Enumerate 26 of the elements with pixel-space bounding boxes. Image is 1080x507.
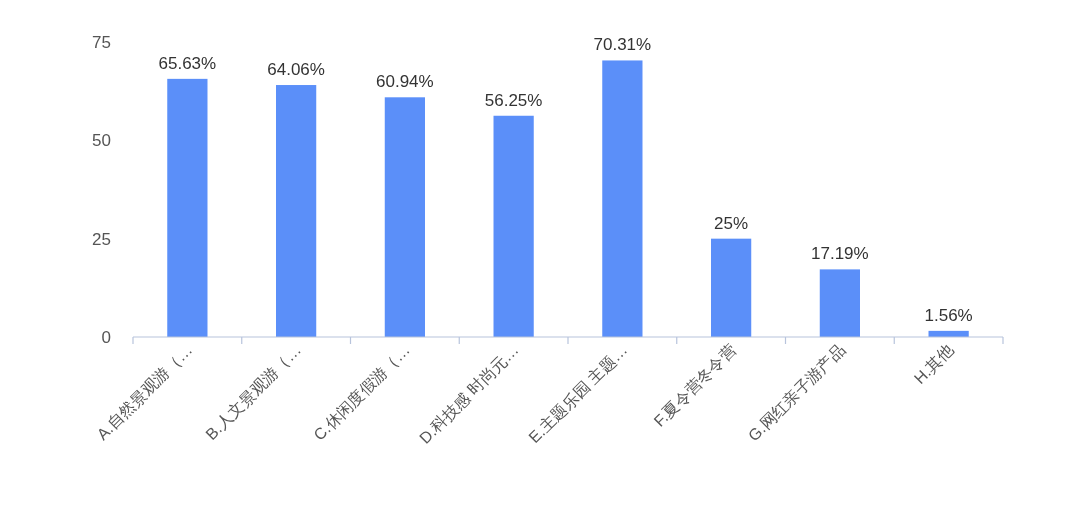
y-tick-label: 25 (92, 229, 111, 249)
bar (711, 238, 752, 337)
x-tick-label: G.网红亲子游产品 (744, 341, 848, 445)
data-label: 25% (714, 213, 749, 233)
bar (384, 97, 425, 337)
data-label: 60.94% (376, 72, 434, 92)
data-label: 56.25% (484, 90, 543, 110)
y-tick-label: 0 (101, 328, 111, 347)
bar (602, 60, 643, 337)
bar (493, 115, 534, 337)
x-tick-label: D.科技感 时尚元… (416, 341, 522, 447)
bar (167, 78, 208, 337)
data-label: 1.56% (924, 305, 973, 325)
data-label: 17.19% (811, 244, 869, 264)
data-label: 65.63% (158, 53, 217, 73)
x-tick-label: F.夏令营冬令营 (650, 341, 740, 430)
bar (819, 269, 860, 337)
x-tick-label: H.其他 (910, 341, 957, 388)
y-tick-label: 75 (92, 33, 111, 52)
x-tick-label: C.休闲度假游（… (310, 341, 413, 444)
data-label: 64.06% (267, 60, 325, 80)
y-tick-label: 50 (92, 131, 111, 151)
bar (276, 85, 317, 337)
x-tick-label: B.人文景观游（… (202, 341, 305, 444)
data-label: 70.31% (593, 35, 652, 55)
x-tick-label: E.主题乐园 主题… (525, 341, 631, 447)
